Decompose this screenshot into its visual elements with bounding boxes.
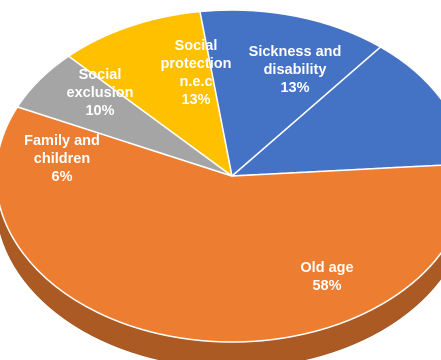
pie-labels: Sickness and disability 13% Old age 58% Famil… xyxy=(24,38,353,294)
pie-slice-social-protection-n-e-c xyxy=(199,9,382,177)
slice-name-line-sickness-and-disability: disability xyxy=(264,62,327,78)
pie-top xyxy=(0,9,441,343)
pie-slice-social-exclusion xyxy=(67,10,233,177)
slice-value-old-age: 58% xyxy=(312,278,341,294)
slice-label-old-age: Old age 58% xyxy=(300,260,353,294)
slice-name-line-social-protection-n-e-c: n.e.c xyxy=(179,74,212,90)
slice-value-family-and-children: 6% xyxy=(52,169,73,185)
slice-label-family-and-children: Family and children 6% xyxy=(24,133,100,185)
slice-name-line-social-exclusion: exclusion xyxy=(67,85,134,101)
slice-name-line-family-and-children: children xyxy=(34,151,90,167)
slice-value-social-exclusion: 10% xyxy=(85,103,114,119)
slice-name-line-sickness-and-disability: Sickness and xyxy=(249,44,342,60)
slice-name-line-family-and-children: Family and xyxy=(24,133,100,149)
slice-label-social-protection-n-e-c: Social protection n.e.c 13% xyxy=(161,38,232,108)
slice-name-line-social-protection-n-e-c: protection xyxy=(161,56,232,72)
slice-value-social-protection-n-e-c: 13% xyxy=(181,92,210,108)
slice-label-social-exclusion: Social exclusion 10% xyxy=(67,67,134,119)
slice-name-line-social-exclusion: Social xyxy=(79,67,122,83)
slice-name-line-old-age: Old age xyxy=(300,260,353,276)
pie-slice-sickness-and-disability xyxy=(231,46,441,177)
pie-slice-old-age xyxy=(0,106,441,343)
slice-label-sickness-and-disability: Sickness and disability 13% xyxy=(249,44,342,96)
slice-name-line-social-protection-n-e-c: Social xyxy=(175,38,218,54)
slice-value-sickness-and-disability: 13% xyxy=(280,80,309,96)
